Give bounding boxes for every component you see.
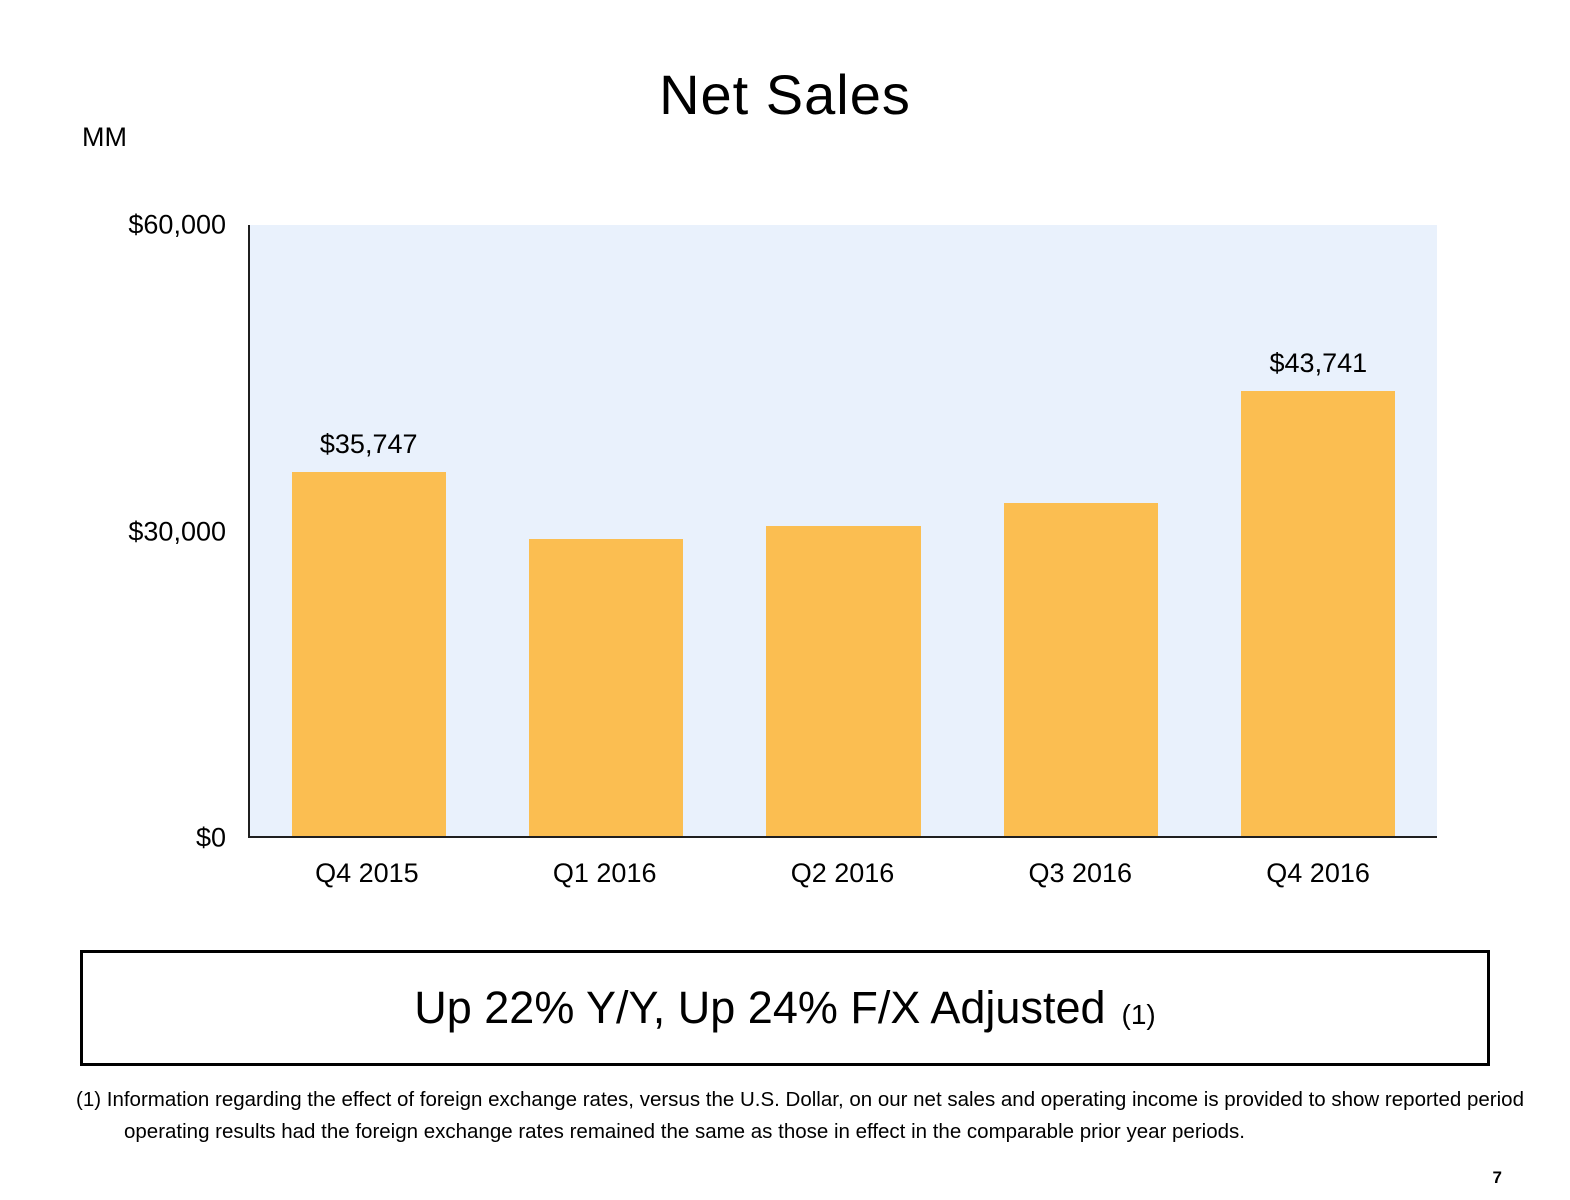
bar: [1003, 502, 1159, 836]
y-tick-label: $60,000: [128, 209, 226, 240]
x-axis-labels: Q4 2015 Q1 2016 Q2 2016 Q3 2016 Q4 2016: [248, 858, 1437, 889]
bar: [528, 539, 684, 836]
callout-footnote-ref: (1): [1121, 999, 1156, 1030]
bar-value-label: $35,747: [319, 428, 418, 459]
bar: [1241, 390, 1396, 836]
bar-slot: [962, 225, 1199, 836]
y-axis: $0 $30,000 $60,000: [0, 210, 238, 853]
bar-slot: [725, 225, 962, 836]
x-axis-label: Q2 2016: [790, 858, 895, 888]
bar: [766, 526, 921, 836]
units-label: MM: [82, 122, 127, 152]
footnote: (1) Information regarding the effect of …: [76, 1088, 1524, 1143]
bar-slot: [487, 225, 724, 836]
bar: [291, 471, 446, 836]
callout-text: Up 22% Y/Y, Up 24% F/X Adjusted: [414, 982, 1106, 1033]
chart-title: Net Sales: [659, 63, 911, 126]
x-axis-label: Q3 2016: [1028, 858, 1133, 888]
plot-area: $35,747 $43,741: [248, 225, 1437, 838]
page-number: 7: [1492, 1168, 1502, 1187]
x-axis-label: Q1 2016: [552, 858, 657, 888]
bar-slot: $43,741: [1200, 225, 1437, 836]
y-tick-label: $0: [195, 822, 226, 853]
x-axis-label: Q4 2015: [315, 858, 419, 888]
x-axis-label: Q4 2016: [1266, 858, 1370, 888]
bar-slot: $35,747: [250, 225, 487, 836]
bar-value-label: $43,741: [1269, 347, 1368, 378]
callout-box: Up 22% Y/Y, Up 24% F/X Adjusted (1): [80, 950, 1490, 1066]
y-tick-label: $30,000: [128, 516, 226, 546]
